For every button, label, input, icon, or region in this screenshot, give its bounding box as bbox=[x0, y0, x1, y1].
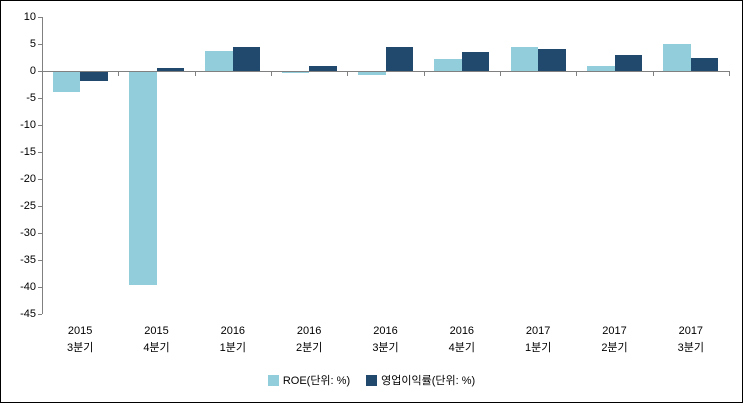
x-label-year: 2015 bbox=[144, 325, 169, 337]
bar-roe-6 bbox=[510, 47, 539, 71]
x-axis-tick bbox=[118, 71, 120, 76]
y-axis-tick bbox=[38, 125, 42, 126]
x-label-quarter: 1분기 bbox=[219, 342, 246, 354]
bar-operating-margin-7 bbox=[614, 54, 642, 71]
bar-operating-margin-2 bbox=[232, 46, 261, 71]
legend-label-operating-margin: 영업이익률(단위: %) bbox=[381, 375, 476, 387]
x-axis-line bbox=[42, 71, 729, 72]
x-label-year: 2016 bbox=[449, 325, 475, 337]
x-label-quarter: 3분기 bbox=[66, 342, 94, 354]
x-axis-tick bbox=[347, 71, 349, 76]
x-label-year: 2017 bbox=[525, 325, 551, 337]
y-tick-label: -15 bbox=[20, 146, 36, 158]
x-axis-tick bbox=[500, 71, 501, 76]
bar-operating-margin-4 bbox=[385, 47, 413, 71]
x-label-quarter: 2분기 bbox=[295, 342, 323, 354]
x-label-quarter: 4분기 bbox=[448, 342, 475, 354]
x-axis-tick bbox=[576, 71, 578, 76]
x-label-year: 2016 bbox=[296, 325, 322, 337]
x-category-label: 2017 3분기 bbox=[653, 323, 729, 357]
y-axis-tick bbox=[38, 98, 42, 99]
y-axis-tick bbox=[38, 206, 42, 207]
x-label-year: 2016 bbox=[220, 325, 246, 337]
x-label-quarter: 3분기 bbox=[372, 342, 399, 354]
bar-operating-margin-3 bbox=[309, 66, 337, 71]
legend-label-roe: ROE(단위: %) bbox=[282, 375, 351, 387]
x-label-quarter: 1분기 bbox=[524, 342, 552, 354]
y-tick-label: -20 bbox=[20, 173, 36, 185]
bar-roe-1 bbox=[129, 71, 157, 286]
x-label-year: 2016 bbox=[373, 325, 398, 337]
y-axis-tick bbox=[38, 71, 42, 72]
x-axis-tick bbox=[652, 71, 654, 76]
y-tick-label: -5 bbox=[26, 92, 36, 104]
y-tick-label: 10 bbox=[23, 11, 36, 23]
bar-operating-margin-5 bbox=[461, 52, 490, 71]
x-label-year: 2017 bbox=[678, 325, 704, 337]
x-axis-tick bbox=[194, 71, 196, 76]
bar-operating-margin-1 bbox=[156, 67, 184, 71]
y-tick-label: -35 bbox=[20, 254, 36, 266]
y-axis-tick bbox=[38, 287, 42, 288]
bar-operating-margin-8 bbox=[690, 58, 719, 71]
y-axis-tick bbox=[38, 179, 42, 180]
x-axis-tick bbox=[423, 71, 425, 76]
x-category-label: 2016 4분기 bbox=[424, 323, 500, 357]
x-label-quarter: 3분기 bbox=[677, 342, 704, 354]
legend: ROE(단위: %) 영업이익률(단위: %) bbox=[1, 372, 742, 388]
x-label-quarter: 4분기 bbox=[143, 342, 170, 354]
y-tick-label: -30 bbox=[20, 227, 36, 239]
x-label-year: 2017 bbox=[602, 325, 627, 337]
x-category-label: 2016 3분기 bbox=[347, 323, 423, 357]
x-category-label: 2016 2분기 bbox=[271, 323, 347, 357]
bar-roe-0 bbox=[52, 71, 81, 92]
y-tick-label: -40 bbox=[20, 281, 36, 293]
x-axis-tick bbox=[42, 71, 43, 76]
y-tick-label: 0 bbox=[29, 65, 36, 77]
y-tick-label: 5 bbox=[29, 38, 36, 50]
x-category-label: 2016 1분기 bbox=[195, 323, 271, 357]
x-axis-tick bbox=[729, 71, 730, 76]
x-category-label: 2017 2분기 bbox=[576, 323, 652, 357]
y-tick-label: -45 bbox=[20, 308, 36, 320]
bar-roe-8 bbox=[663, 44, 691, 71]
y-axis-tick bbox=[38, 152, 42, 153]
y-tick-label: -10 bbox=[20, 119, 36, 131]
x-category-label: 2017 1분기 bbox=[500, 323, 576, 357]
bar-roe-4 bbox=[358, 71, 386, 76]
bar-roe-7 bbox=[587, 65, 615, 71]
y-axis-tick bbox=[38, 314, 42, 315]
legend-swatch-operating-margin-icon bbox=[366, 374, 378, 386]
bar-roe-5 bbox=[434, 59, 462, 71]
x-axis-tick bbox=[271, 71, 272, 76]
x-category-label: 2015 3분기 bbox=[42, 323, 118, 357]
bar-roe-2 bbox=[205, 51, 233, 71]
y-axis-tick bbox=[38, 44, 42, 45]
legend-item-roe: ROE(단위: %) bbox=[267, 372, 351, 388]
legend-item-operating-margin: 영업이익률(단위: %) bbox=[366, 372, 475, 388]
bar-operating-margin-0 bbox=[80, 71, 108, 81]
y-axis-line bbox=[42, 17, 43, 314]
y-axis-tick bbox=[38, 233, 42, 234]
y-axis-tick bbox=[38, 260, 42, 261]
legend-swatch-roe-icon bbox=[267, 374, 279, 386]
y-axis-tick bbox=[38, 17, 42, 18]
x-label-quarter: 2분기 bbox=[601, 342, 628, 354]
y-tick-label: -25 bbox=[20, 200, 36, 212]
x-category-label: 2015 4분기 bbox=[118, 323, 194, 357]
bar-operating-margin-6 bbox=[538, 49, 566, 71]
x-label-year: 2015 bbox=[67, 325, 93, 337]
